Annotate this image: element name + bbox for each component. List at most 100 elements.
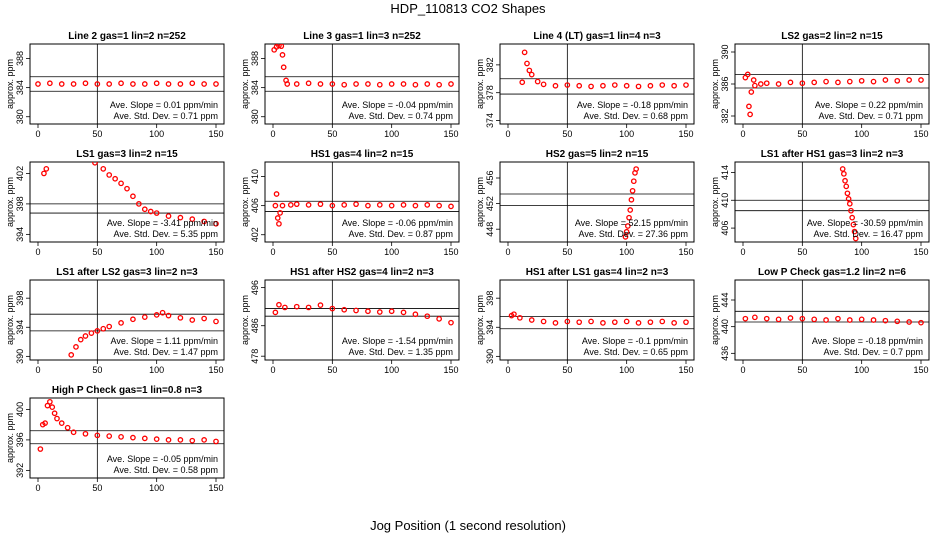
data-point <box>43 166 50 172</box>
data-point <box>858 316 865 323</box>
data-point <box>628 196 635 203</box>
data-point <box>189 437 196 444</box>
data-point <box>51 410 58 417</box>
x-tick-label: 50 <box>92 247 102 257</box>
panel-8: LS1 after HS1 gas=3 lin=2 n=3 0 50 100 150 40… <box>710 149 930 257</box>
data-point <box>528 317 535 323</box>
plot-frame <box>499 279 695 361</box>
panel-13: High P Check gas=1 lin=0.8 n=3 0 50 100 150 3… <box>5 385 225 493</box>
data-point <box>588 83 594 90</box>
data-series <box>68 309 219 358</box>
data-point <box>852 235 859 242</box>
panel-title: HS1 gas=4 lin=2 n=15 <box>311 149 414 160</box>
data-series <box>622 166 640 240</box>
y-tick-label: 406 <box>720 221 730 236</box>
data-point <box>353 81 359 87</box>
data-point <box>277 210 283 216</box>
data-point <box>165 81 172 87</box>
x-tick-label: 50 <box>797 129 807 139</box>
x-tick-label: 50 <box>92 129 102 139</box>
data-series <box>519 49 689 90</box>
data-point <box>376 309 383 315</box>
data-point <box>165 312 172 319</box>
data-point <box>564 318 571 325</box>
x-tick-label: 150 <box>678 247 693 257</box>
y-tick-label: 396 <box>15 432 25 447</box>
x-tick-label: 150 <box>208 129 223 139</box>
data-point <box>201 81 207 87</box>
y-axis-label: approx. ppm <box>475 177 485 227</box>
data-point <box>846 78 853 85</box>
data-point <box>276 220 282 227</box>
x-tick-label: 100 <box>149 129 164 139</box>
data-point <box>272 309 279 316</box>
data-point <box>400 309 407 316</box>
data-point <box>92 162 98 166</box>
std-dev-annotation: Ave. Std. Dev. = 0.7 ppm <box>824 347 923 357</box>
y-axis-label: approx. ppm <box>5 59 15 109</box>
data-point <box>448 319 454 326</box>
data-point <box>576 319 583 326</box>
slope-annotation: Ave. Slope = -0.18 ppm/min <box>577 100 688 110</box>
data-point <box>436 202 442 209</box>
data-point <box>376 202 383 208</box>
data-series <box>41 162 219 227</box>
x-tick-label: 0 <box>35 129 40 139</box>
y-tick-label: 380 <box>250 109 260 124</box>
data-point <box>213 220 219 227</box>
x-tick-label: 100 <box>854 247 869 257</box>
data-point <box>799 80 806 87</box>
data-point <box>424 313 431 320</box>
x-tick-label: 100 <box>149 247 164 257</box>
data-point <box>47 80 53 87</box>
data-point <box>141 206 148 213</box>
data-point <box>748 89 755 95</box>
data-point <box>742 315 749 322</box>
y-tick-label: 388 <box>15 51 25 66</box>
data-point <box>870 78 877 85</box>
data-point <box>272 202 279 209</box>
data-point <box>511 311 517 318</box>
data-point <box>329 305 336 312</box>
data-point <box>130 434 136 441</box>
std-dev-annotation: Ave. Std. Dev. = 27.36 ppm <box>579 229 688 239</box>
slope-annotation: Ave. Slope = -3.41 ppm/min <box>107 218 218 228</box>
data-point <box>671 320 677 326</box>
panel-10: HS1 after HS2 gas=4 lin=2 n=3 0 50 100 150 47… <box>240 267 460 375</box>
data-series <box>272 191 454 227</box>
panel-title: HS1 after LS1 gas=4 lin=2 n=3 <box>526 267 669 278</box>
data-point <box>629 187 636 194</box>
data-point <box>659 318 666 325</box>
y-tick-label: 440 <box>720 319 730 334</box>
data-point <box>282 304 288 311</box>
y-tick-label: 380 <box>15 109 25 124</box>
data-point <box>341 202 348 208</box>
x-tick-label: 100 <box>384 247 399 257</box>
std-dev-annotation: Ave. Std. Dev. = 16.47 ppm <box>814 229 923 239</box>
plot-frame <box>734 279 930 361</box>
panel-4: LS2 gas=2 lin=2 n=15 0 50 100 150 382 386 390ap… <box>710 31 930 139</box>
data-point <box>775 81 782 87</box>
data-point <box>540 318 547 325</box>
y-tick-label: 456 <box>485 170 495 185</box>
y-tick-label: 406 <box>250 198 260 213</box>
data-point <box>841 170 847 177</box>
panel-1: Line 2 gas=1 lin=2 n=252 0 50 100 150 380 384 3… <box>5 31 225 139</box>
y-tick-label: 410 <box>720 193 730 208</box>
data-point <box>400 202 407 208</box>
data-point <box>189 216 196 222</box>
data-point <box>412 81 419 88</box>
data-point <box>70 81 77 87</box>
data-point <box>400 81 407 87</box>
data-point <box>388 202 395 209</box>
data-point <box>177 214 184 221</box>
y-axis-label: approx. ppm <box>5 295 15 345</box>
y-axis-label: approx. ppm <box>710 177 720 227</box>
data-point <box>835 79 841 86</box>
std-dev-annotation: Ave. Std. Dev. = 0.74 ppm <box>349 111 453 121</box>
y-axis-label: approx. ppm <box>710 59 720 109</box>
data-point <box>424 81 431 87</box>
data-point <box>77 336 84 343</box>
data-point <box>106 81 113 87</box>
y-tick-label: 400 <box>15 402 25 417</box>
